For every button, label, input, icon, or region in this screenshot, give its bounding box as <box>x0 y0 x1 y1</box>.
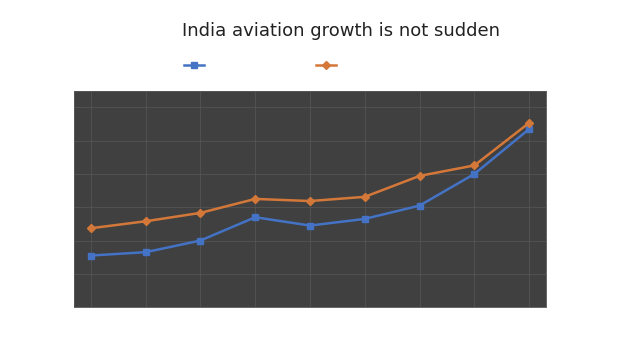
Y-axis label: Passengers (millions): Passengers (millions) <box>582 140 593 258</box>
Line: Passengers: Passengers <box>88 120 532 231</box>
Acft movements <box>197 238 204 243</box>
Passengers <box>142 219 149 223</box>
Passengers <box>197 211 204 215</box>
Acft movements <box>361 217 368 221</box>
Passengers <box>361 195 368 199</box>
Passengers <box>471 163 478 168</box>
Acft movements <box>87 253 95 258</box>
Passengers <box>416 174 423 178</box>
Acft movements <box>525 127 533 131</box>
Passengers <box>306 199 314 203</box>
Passengers <box>87 226 95 230</box>
Acft movements <box>142 250 149 254</box>
Y-axis label: Aircraft movements (millions): Aircraft movements (millions) <box>32 116 42 282</box>
Passengers <box>252 197 259 201</box>
Passengers <box>525 121 533 125</box>
Legend: Acft movements, Passengers: Acft movements, Passengers <box>181 57 411 74</box>
Acft movements <box>471 172 478 176</box>
Text: India aviation growth is not sudden: India aviation growth is not sudden <box>182 22 500 40</box>
Acft movements <box>252 215 259 219</box>
Acft movements <box>306 223 314 228</box>
Acft movements <box>416 203 423 208</box>
Line: Acft movements: Acft movements <box>88 126 532 258</box>
